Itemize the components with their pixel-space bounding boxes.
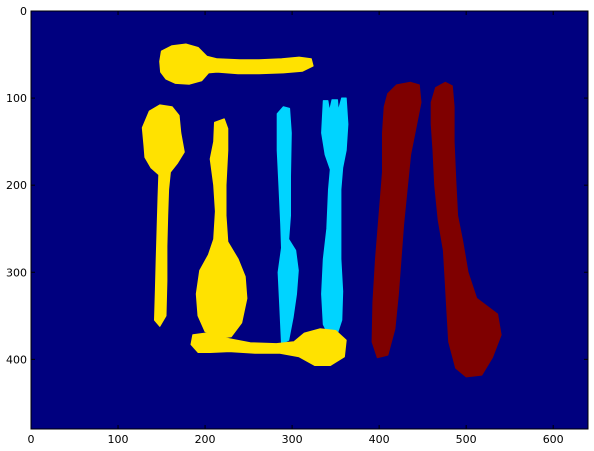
knife-region-7 bbox=[430, 81, 502, 378]
fork-region-4 bbox=[276, 106, 299, 345]
y-tick-label-0: 0 bbox=[20, 5, 27, 18]
spoon-region-8 bbox=[190, 328, 347, 366]
x-tick-label-300: 300 bbox=[282, 433, 303, 446]
y-tick-label-100: 100 bbox=[6, 92, 27, 105]
y-tick-label-300: 300 bbox=[6, 266, 27, 279]
x-tick-label-500: 500 bbox=[456, 433, 477, 446]
x-tick-label-0: 0 bbox=[28, 433, 35, 446]
spoon-region-2 bbox=[141, 104, 185, 327]
x-tick-label-100: 100 bbox=[108, 433, 129, 446]
y-tick-label-400: 400 bbox=[6, 353, 27, 366]
y-tick-label-200: 200 bbox=[6, 179, 27, 192]
knife-region-6 bbox=[371, 81, 422, 359]
x-tick-label-600: 600 bbox=[543, 433, 564, 446]
x-tick-label-400: 400 bbox=[369, 433, 390, 446]
axes-frame bbox=[30, 10, 589, 430]
fork-region-5 bbox=[321, 97, 349, 336]
image-background bbox=[31, 11, 588, 429]
spoon-region-1 bbox=[159, 43, 314, 85]
x-tick-label-200: 200 bbox=[195, 433, 216, 446]
